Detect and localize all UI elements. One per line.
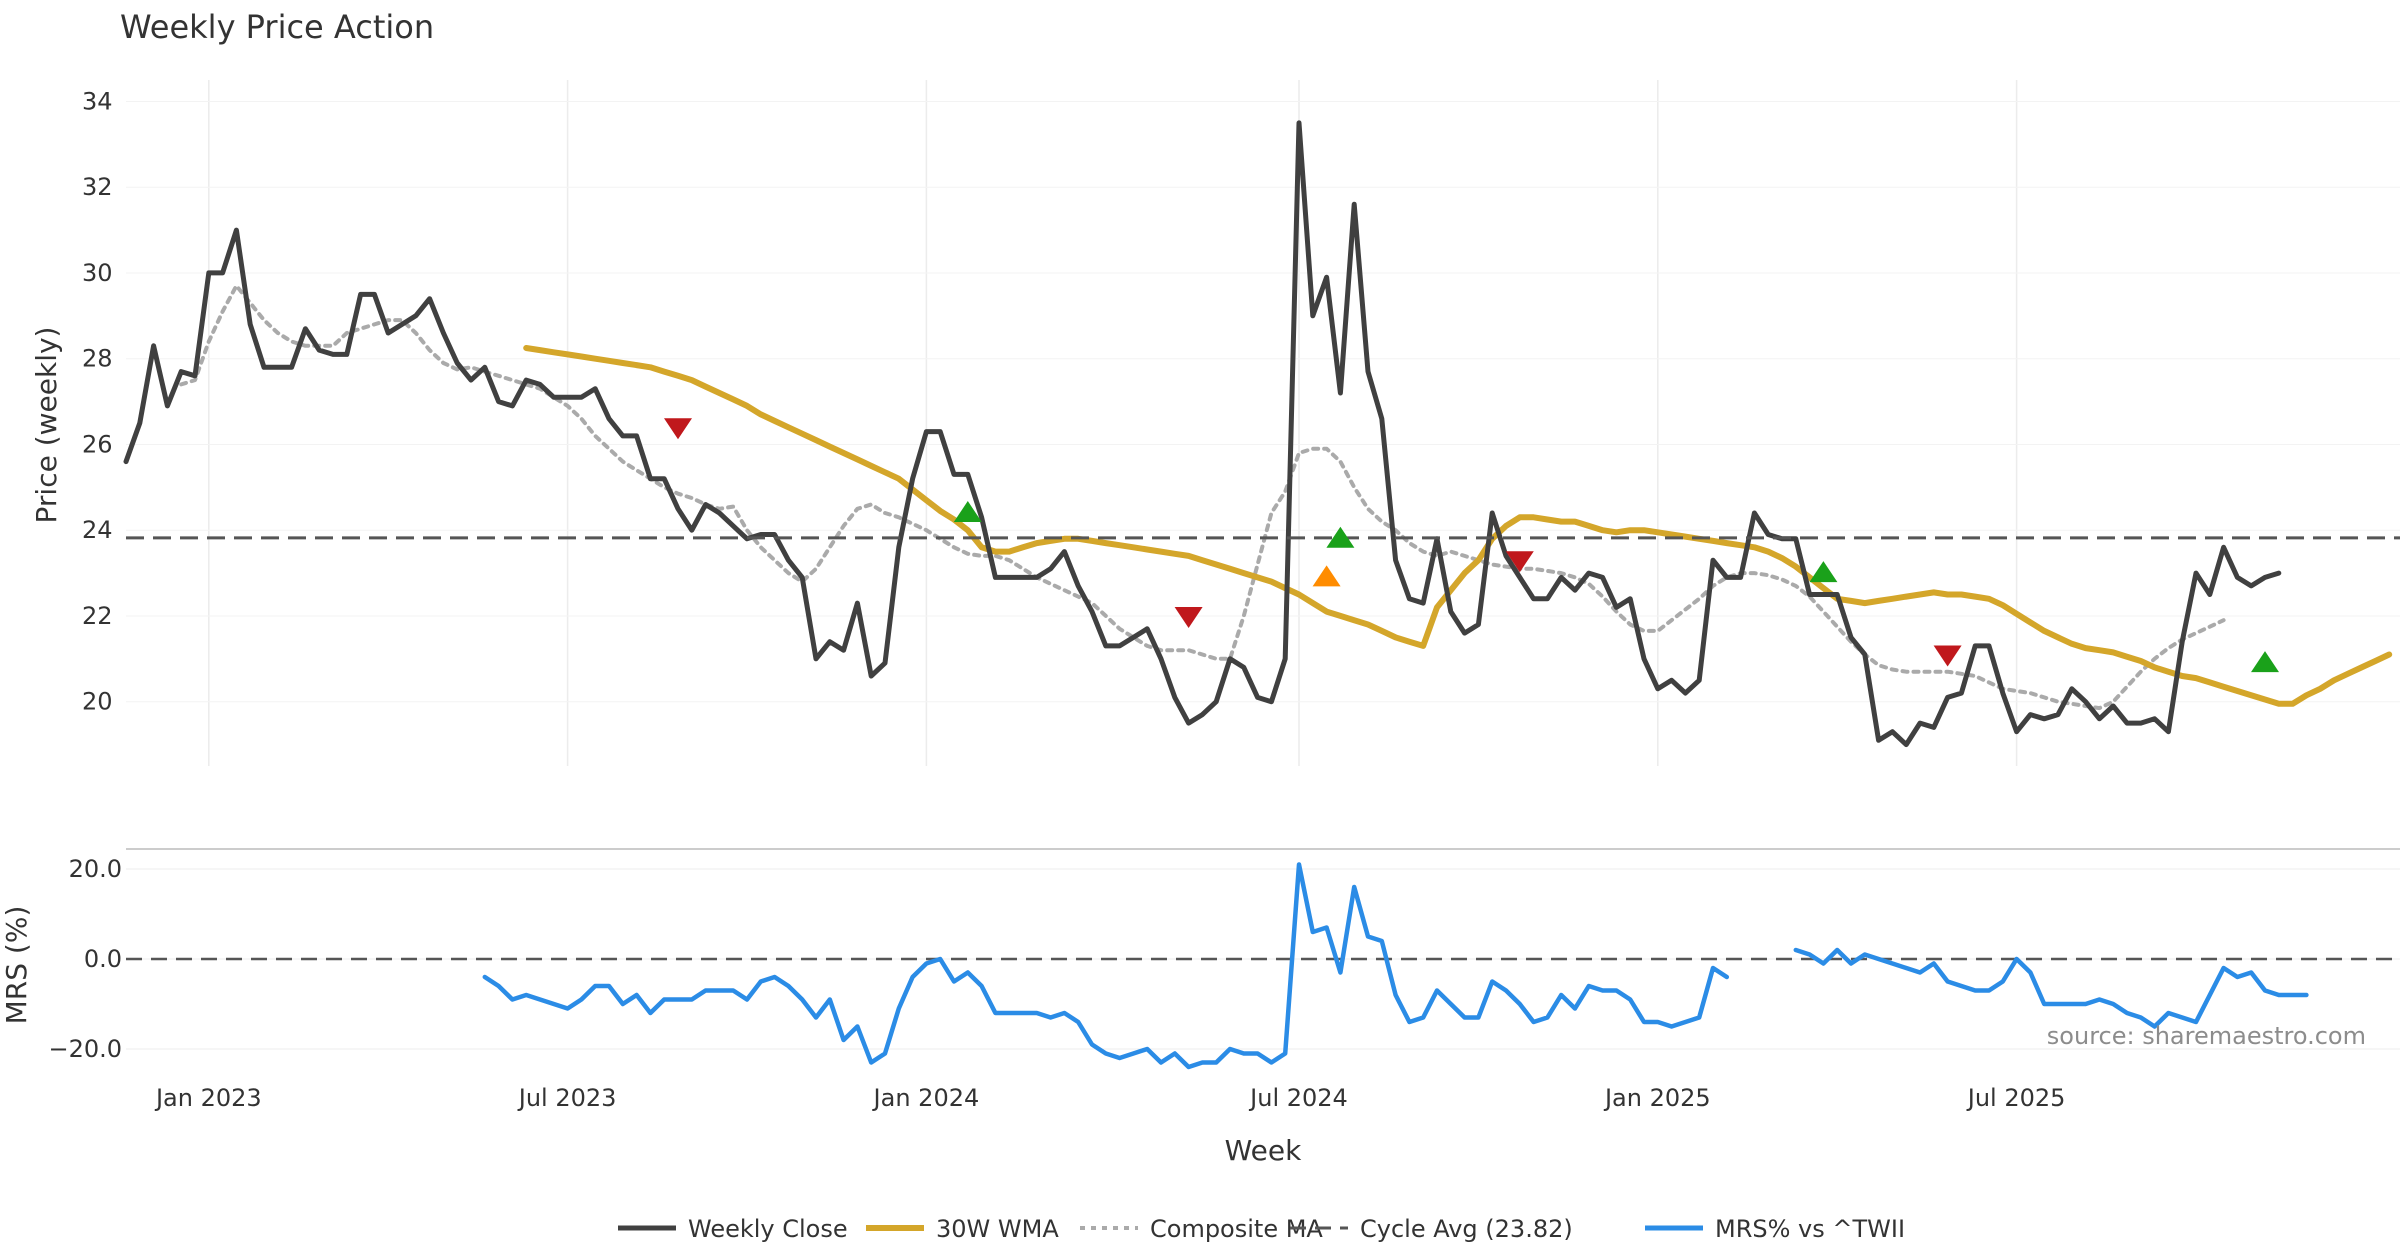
mrs-series: [126, 862, 2400, 1070]
chart-title: Weekly Price Action: [120, 8, 434, 46]
sell-signal-marker: [1505, 551, 1534, 573]
mrs-line: [1793, 947, 2309, 1029]
signal-markers: [664, 418, 2279, 673]
composite-ma-line: [179, 283, 2226, 711]
buy-signal-marker: [2251, 651, 2279, 673]
sell-signal-marker: [664, 418, 692, 440]
x-tick-label: Jan 2023: [154, 1084, 262, 1112]
price-y-tick-label: 30: [82, 259, 113, 287]
price-y-tick-label: 28: [82, 345, 113, 373]
legend-item: MRS% vs ^TWII: [1645, 1215, 1905, 1243]
x-tick-label: Jul 2025: [1966, 1084, 2066, 1112]
legend-item: 30W WMA: [866, 1215, 1059, 1243]
buy-signal-marker: [1326, 526, 1355, 548]
legend: Weekly Close 30W WMA Composite MA Cycle Avg…: [618, 1215, 1905, 1243]
x-tick-label: Jul 2023: [517, 1084, 617, 1112]
legend-item: Weekly Close: [618, 1215, 848, 1243]
price-y-tick-label: 34: [82, 87, 113, 115]
legend-label: 30W WMA: [936, 1215, 1059, 1243]
price-y-tick-label: 22: [82, 602, 113, 630]
mrs-y-tick-label: 0.0: [84, 945, 122, 973]
price-series: [123, 120, 2400, 748]
price-y-tick-label: 32: [82, 173, 113, 201]
x-axis-label: Week: [1225, 1134, 1302, 1167]
sell-signal-marker: [1174, 606, 1203, 628]
legend-label: Weekly Close: [688, 1215, 848, 1243]
legend-item: Composite MA: [1080, 1215, 1323, 1243]
mrs-line: [482, 862, 1730, 1070]
x-tick-label: Jul 2024: [1248, 1084, 1348, 1112]
price-y-tick-label: 20: [82, 688, 113, 716]
mrs-y-axis-label: MRS (%): [0, 906, 33, 1025]
x-tick-label: Jan 2025: [1603, 1084, 1711, 1112]
price-y-tick-label: 26: [82, 430, 113, 458]
wma-30w-line: [523, 345, 2393, 707]
mrs-y-tick-label: −20.0: [48, 1035, 122, 1063]
legend-label: MRS% vs ^TWII: [1715, 1215, 1905, 1243]
source-note: source: sharemaestro.com: [2047, 1022, 2366, 1050]
price-y-axis-label: Price (weekly): [30, 327, 63, 524]
price-y-tick-label: 24: [82, 516, 113, 544]
weekly-close-line: [123, 120, 2282, 748]
legend-item: Cycle Avg (23.82): [1290, 1215, 1573, 1243]
buy-signal-marker: [1312, 565, 1341, 587]
x-tick-label: Jan 2024: [872, 1084, 980, 1112]
x-ticks: Jan 2023 Jul 2023 Jan 2024 Jul 2024 Jan 2025…: [154, 1084, 2065, 1112]
mrs-y-tick-label: 20.0: [69, 855, 122, 883]
buy-signal-marker: [1809, 561, 1838, 583]
sell-signal-marker: [1933, 645, 1962, 667]
buy-signal-marker: [953, 501, 982, 523]
price-y-ticks: 20 22 24 26 28 30 32 34: [82, 87, 113, 715]
mrs-y-ticks: 20.0 0.0 −20.0: [48, 855, 122, 1063]
price-grid: [126, 80, 2400, 766]
legend-label: Cycle Avg (23.82): [1360, 1215, 1573, 1243]
